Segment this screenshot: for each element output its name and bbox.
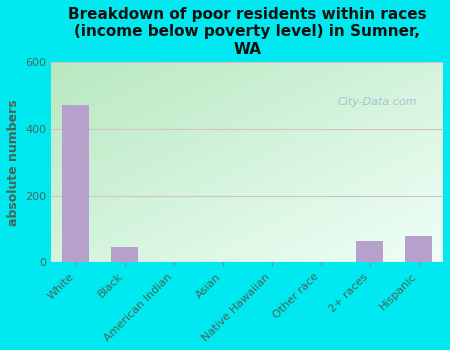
Bar <box>63 105 90 262</box>
Y-axis label: absolute numbers: absolute numbers <box>7 99 20 225</box>
Bar <box>356 241 383 262</box>
Title: Breakdown of poor residents within races
(income below poverty level) in Sumner,: Breakdown of poor residents within races… <box>68 7 427 57</box>
Bar <box>405 236 432 262</box>
Bar <box>112 247 138 262</box>
Text: City-Data.com: City-Data.com <box>338 97 417 107</box>
